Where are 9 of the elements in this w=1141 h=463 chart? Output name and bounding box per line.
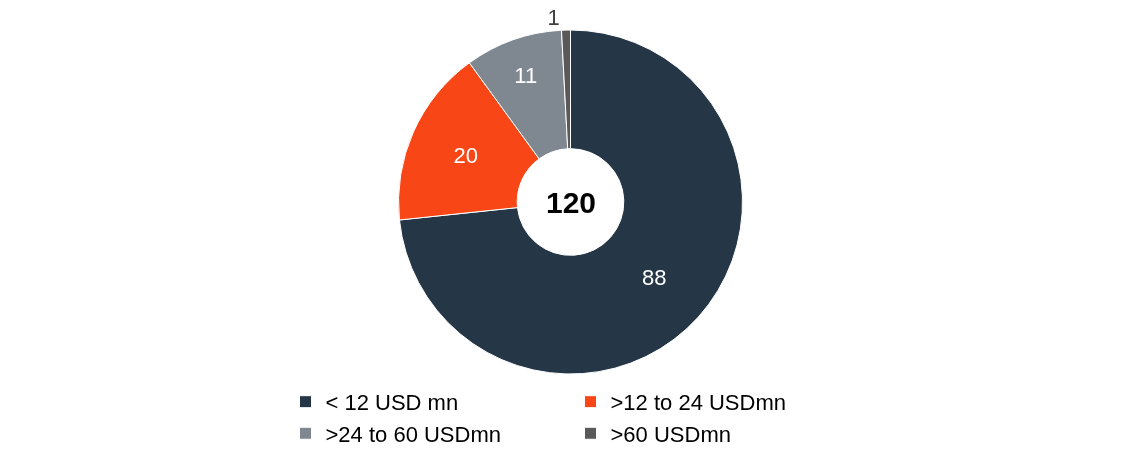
data-label: 88: [641, 264, 667, 290]
legend-label: >60 USDmn: [610, 421, 731, 447]
data-label: 11: [514, 63, 538, 89]
text: 120: [546, 186, 597, 219]
legend-label: >24 to 60 USDmn: [325, 421, 501, 447]
data-label: 1: [547, 5, 560, 31]
data-label: 20: [453, 142, 478, 168]
legend-label: < 12 USD mn: [325, 390, 459, 416]
legend-label: >12 to 24 USDmn: [610, 390, 786, 416]
